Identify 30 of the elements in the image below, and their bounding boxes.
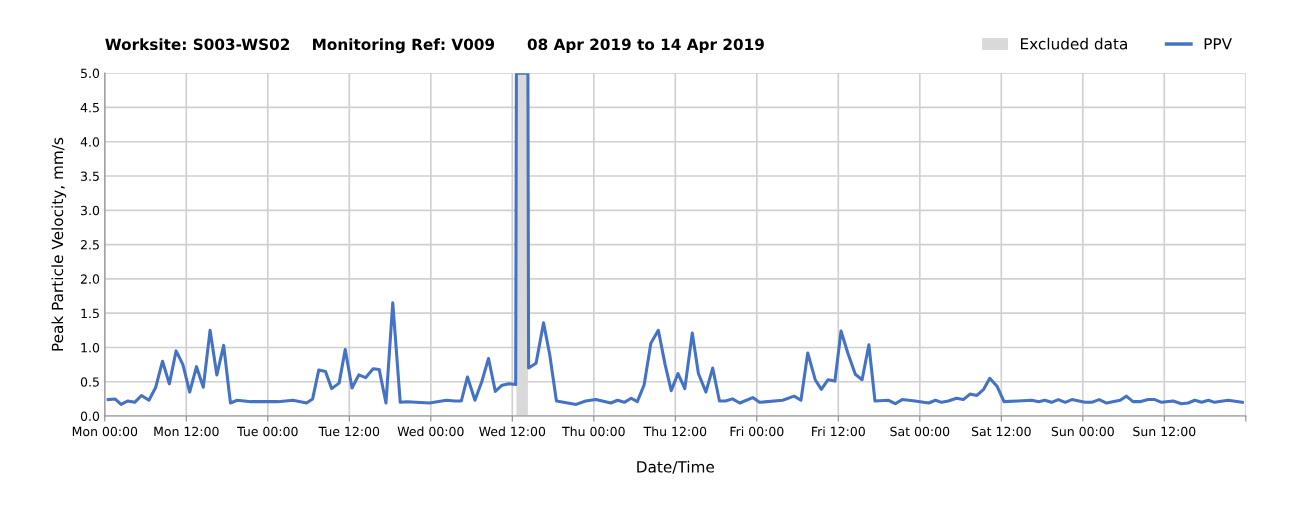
x-tick-label: Wed 12:00 bbox=[479, 426, 546, 437]
x-tick-label: Tue 00:00 bbox=[237, 426, 298, 437]
y-tick-label: 5.0 bbox=[81, 68, 100, 79]
x-tick-label: Mon 12:00 bbox=[154, 426, 219, 437]
x-tick-label: Mon 00:00 bbox=[72, 426, 138, 437]
y-tick-label: 3.0 bbox=[81, 205, 100, 216]
y-tick-label: 1.5 bbox=[81, 308, 99, 319]
y-tick-label: 1.0 bbox=[81, 342, 100, 353]
y-axis-title: Peak Particle Velocity, mm/s bbox=[51, 137, 67, 351]
x-tick-label: Fri 00:00 bbox=[730, 426, 784, 437]
x-tick-label: Sat 12:00 bbox=[971, 426, 1031, 437]
x-tick-label: Thu 00:00 bbox=[562, 426, 625, 437]
y-tick-label: 3.5 bbox=[81, 171, 99, 181]
x-tick-label: Wed 00:00 bbox=[397, 426, 464, 437]
y-tick-label: 4.5 bbox=[80, 103, 99, 113]
chart-title: Worksite: S003-WS02 Monitoring Ref: V009 08 Apr 2019 to 14 Apr 2019 bbox=[105, 38, 764, 54]
x-tick-label: Sat 00:00 bbox=[890, 426, 950, 437]
y-tick-label: 2.5 bbox=[80, 240, 99, 250]
x-tick-label: Fri 12:00 bbox=[812, 426, 865, 437]
y-tick-label: 2.0 bbox=[80, 274, 100, 284]
legend-label: Excluded data bbox=[1021, 37, 1127, 50]
x-axis-title: Date/Time bbox=[637, 460, 715, 474]
x-tick-label: Sun 00:00 bbox=[1051, 426, 1114, 437]
x-tick-label: Tue 12:00 bbox=[318, 426, 380, 437]
legend-label: PPV bbox=[1204, 38, 1232, 50]
y-tick-label: 0.0 bbox=[80, 411, 100, 421]
y-tick-label: 4.0 bbox=[80, 137, 100, 147]
x-tick-label: Thu 12:00 bbox=[643, 426, 707, 437]
x-tick-label: Sun 12:00 bbox=[1133, 426, 1196, 437]
y-tick-label: 0.5 bbox=[80, 377, 99, 387]
